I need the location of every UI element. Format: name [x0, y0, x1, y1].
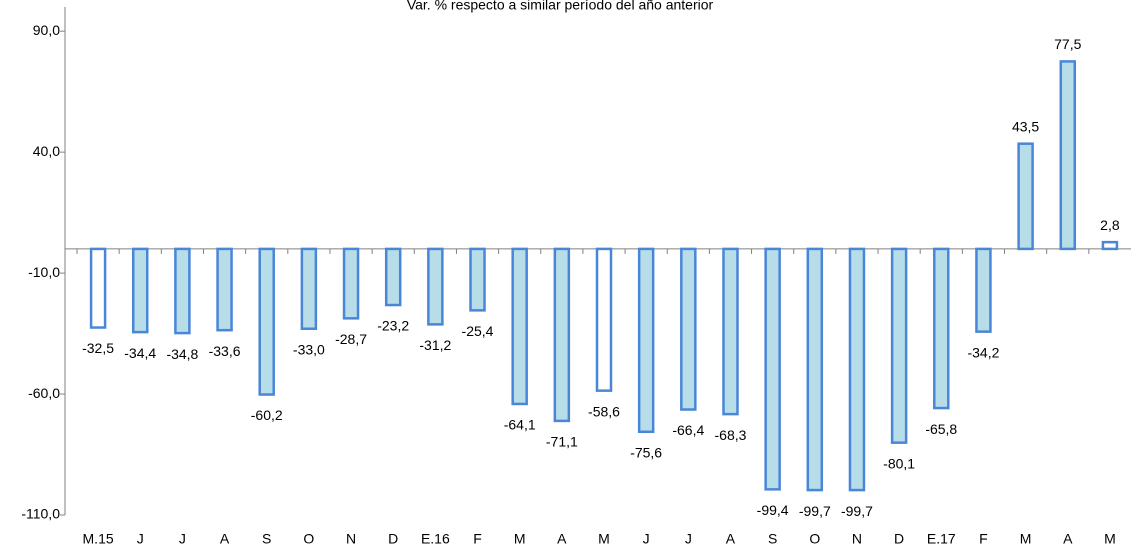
x-tick-label: M.15	[83, 531, 114, 547]
bar	[933, 247, 950, 410]
bar	[511, 247, 528, 406]
value-label: -80,1	[883, 455, 915, 471]
x-tick-label: J	[179, 531, 186, 547]
x-tick-label: M	[514, 531, 526, 547]
value-label: 2,8	[1100, 217, 1120, 233]
value-label: -34,8	[166, 346, 198, 362]
value-label: -34,2	[967, 344, 999, 360]
x-tick-label: O	[303, 531, 314, 547]
x-tick-label: M	[1020, 531, 1032, 547]
bar	[806, 247, 824, 492]
x-tick-label: D	[894, 531, 904, 547]
y-tick-label: -10,0	[28, 264, 60, 280]
value-label: -32,5	[82, 340, 114, 356]
bar	[216, 247, 233, 332]
value-label: 77,5	[1054, 36, 1081, 52]
value-label: -71,1	[546, 434, 578, 450]
bar	[131, 247, 149, 334]
bar	[637, 247, 655, 434]
bar	[384, 247, 402, 307]
bar	[469, 247, 486, 312]
y-tick-label: 90,0	[33, 22, 60, 38]
x-tick-label: F	[473, 531, 482, 547]
chart-title: Var. % respecto a similar período del añ…	[407, 0, 714, 13]
x-tick-label: N	[852, 531, 862, 547]
value-label: -25,4	[462, 323, 494, 339]
value-label: 43,5	[1012, 118, 1039, 134]
bar	[1101, 240, 1119, 251]
x-tick-label: J	[643, 531, 650, 547]
x-tick-label: M	[1104, 531, 1116, 547]
bar	[427, 247, 444, 326]
value-label: -60,2	[251, 407, 283, 423]
x-tick-label: D	[388, 531, 398, 547]
y-tick-label: -60,0	[28, 385, 60, 401]
x-tick-label: A	[726, 531, 736, 547]
value-label: -33,0	[293, 341, 325, 357]
x-tick-label: A	[220, 531, 230, 547]
x-tick-label: J	[685, 531, 692, 547]
x-tick-label: A	[1063, 531, 1073, 547]
value-label: -66,4	[672, 422, 704, 438]
value-label: -34,4	[124, 345, 156, 361]
x-tick-label: M	[598, 531, 610, 547]
value-label: -68,3	[715, 427, 747, 443]
value-label: -75,6	[630, 444, 662, 460]
bar	[258, 247, 275, 396]
value-label: -99,7	[799, 503, 831, 519]
value-label: -99,7	[841, 503, 873, 519]
bar	[722, 247, 739, 416]
bar	[848, 247, 866, 492]
bar	[89, 247, 107, 329]
bar	[1017, 142, 1034, 251]
bar	[553, 247, 571, 423]
x-tick-label: E.16	[421, 531, 450, 547]
x-tick-label: J	[137, 531, 144, 547]
value-label: -28,7	[335, 331, 367, 347]
value-label: -58,6	[588, 403, 620, 419]
y-tick-label: -110,0	[21, 506, 60, 522]
bar	[975, 247, 992, 333]
x-tick-label: S	[262, 531, 271, 547]
x-tick-label: E.17	[927, 531, 956, 547]
bar	[300, 247, 318, 330]
x-tick-label: O	[809, 531, 820, 547]
value-label: -23,2	[377, 318, 409, 334]
bar	[680, 247, 697, 411]
x-tick-label: A	[557, 531, 567, 547]
x-tick-label: S	[768, 531, 777, 547]
x-tick-label: F	[979, 531, 988, 547]
value-label: -64,1	[504, 417, 536, 433]
value-label: -65,8	[925, 421, 957, 437]
bar	[595, 247, 613, 392]
x-tick-label: N	[346, 531, 356, 547]
bar	[764, 247, 781, 491]
y-tick-label: 40,0	[33, 143, 60, 159]
bar	[174, 247, 191, 335]
bar	[890, 247, 908, 444]
value-label: -31,2	[419, 337, 451, 353]
value-label: -33,6	[209, 343, 241, 359]
bar	[342, 247, 360, 320]
value-label: -99,4	[757, 502, 789, 518]
bar	[1059, 60, 1077, 251]
